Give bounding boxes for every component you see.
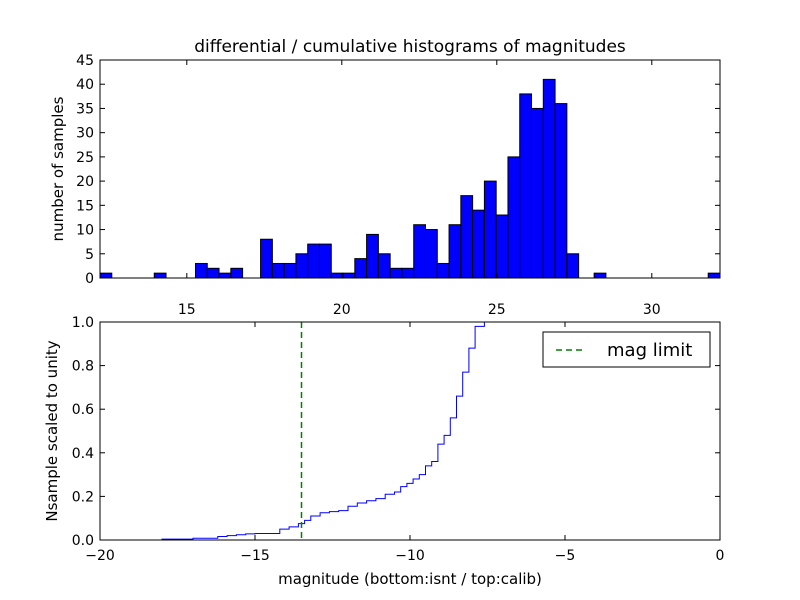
histogram-bar <box>218 272 232 279</box>
histogram-bar <box>495 214 509 279</box>
histogram-y-tick-label: 35 <box>76 101 94 117</box>
cumulative-panel: 0.0 0.2 0.4 0.6 0.8 1.0 −20 −15 −10 −5 0 magnitude… <box>43 315 724 588</box>
cumulative-x-tick-label: −20 <box>85 548 115 564</box>
histogram-bar <box>472 209 485 279</box>
histogram-bars <box>99 78 721 279</box>
histogram-bar <box>707 272 721 279</box>
histogram-bar <box>566 253 580 279</box>
histogram-bar <box>307 243 320 279</box>
cumulative-x-tick-label: −15 <box>240 548 270 564</box>
histogram-y-tick-label: 10 <box>76 223 94 239</box>
histogram-y-tick-label: 45 <box>76 53 94 69</box>
histogram-bar <box>542 78 556 279</box>
histogram-panel: differential / cumulative histograms of … <box>49 37 721 318</box>
cumulative-frame <box>99 321 721 541</box>
histogram-frame <box>99 59 721 279</box>
histogram-bar <box>448 224 462 279</box>
histogram-bar <box>354 258 368 279</box>
histogram-y-tick-label: 20 <box>76 174 94 190</box>
histogram-bar <box>230 267 244 279</box>
histogram-bar <box>389 267 403 279</box>
cumulative-y-tick-label: 0.2 <box>72 489 94 505</box>
histogram-bar <box>460 195 474 279</box>
histogram-bar <box>554 103 568 279</box>
cumulative-y-tick-label: 1.0 <box>72 315 94 331</box>
cumulative-x-tick-label: −10 <box>395 548 425 564</box>
histogram-bar <box>206 267 220 279</box>
histogram-bar <box>153 272 167 279</box>
histogram-bar <box>342 272 356 279</box>
legend-box <box>542 331 711 368</box>
cumulative-lines <box>100 321 719 541</box>
histogram-bar <box>366 233 379 279</box>
histogram-x-tick-label: 30 <box>643 302 661 318</box>
cumulative-y-tick-label: 0.8 <box>72 359 94 375</box>
cumulative-y-axis-label: Nsample scaled to unity <box>43 340 61 521</box>
histogram-bar <box>425 229 438 279</box>
cumulative-step-line <box>100 321 719 541</box>
histogram-ticks: 0 5 10 15 20 25 30 35 40 45 15 20 25 30 <box>76 53 720 318</box>
histogram-y-tick-label: 40 <box>76 77 94 93</box>
histogram-bar <box>519 93 533 279</box>
histogram-bar <box>271 262 285 279</box>
histogram-bar <box>593 272 607 279</box>
histogram-bar <box>401 267 415 279</box>
histogram-y-tick-label: 5 <box>85 247 94 263</box>
cumulative-y-tick-label: 0.0 <box>72 533 94 549</box>
histogram-bar <box>413 224 427 279</box>
histogram-bar <box>318 243 332 279</box>
histogram-bar <box>194 262 208 279</box>
histogram-y-axis-label: number of samples <box>49 96 67 241</box>
chart-title: differential / cumulative histograms of … <box>194 37 626 57</box>
histogram-y-tick-label: 0 <box>85 271 94 287</box>
histogram-bar <box>436 262 450 279</box>
histogram-y-tick-label: 30 <box>76 126 94 142</box>
cumulative-x-tick-label: −5 <box>555 548 576 564</box>
histogram-bar <box>260 238 273 279</box>
histogram-bar <box>283 262 297 279</box>
cumulative-y-tick-label: 0.4 <box>72 446 94 462</box>
histogram-x-tick-label: 25 <box>488 302 506 318</box>
histogram-x-tick-label: 20 <box>333 302 351 318</box>
histogram-bar <box>99 272 113 279</box>
histogram-bar <box>295 253 309 279</box>
histogram-bar <box>507 156 521 279</box>
histogram-x-tick-label: 15 <box>178 302 196 318</box>
cumulative-y-tick-label: 0.6 <box>72 402 94 418</box>
legend: mag limit <box>542 331 711 368</box>
cumulative-ticks: 0.0 0.2 0.4 0.6 0.8 1.0 −20 −15 −10 −5 0 <box>72 315 725 564</box>
histogram-bar <box>377 253 391 279</box>
cumulative-x-axis-label: magnitude (bottom:isnt / top:calib) <box>278 570 542 588</box>
legend-mag-limit-label: mag limit <box>607 340 692 361</box>
histogram-y-tick-label: 15 <box>76 198 94 214</box>
histogram-y-tick-label: 25 <box>76 150 94 166</box>
histogram-bar <box>330 272 344 279</box>
cumulative-x-tick-label: 0 <box>716 548 725 564</box>
histogram-bar <box>483 180 497 279</box>
histogram-bar <box>531 107 544 279</box>
